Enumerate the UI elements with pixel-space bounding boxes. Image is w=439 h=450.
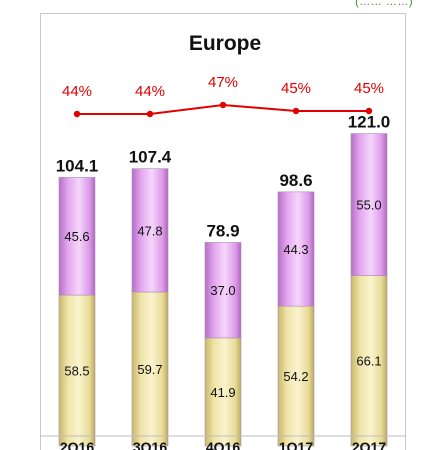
x-tick-label: 3Q16 (133, 439, 167, 450)
segment-value-label: 66.1 (356, 354, 381, 369)
ratio-label: 44% (62, 83, 92, 100)
labels-layer: 58.5 45.6 104.1 59.7 47.8 107.4 41.9 37.0 78.9 54… (56, 113, 391, 400)
bar-segment (277, 305, 315, 447)
segment-value-label: 58.5 (64, 364, 89, 379)
total-value-label: 78.9 (206, 221, 239, 240)
bar-segment (131, 168, 169, 293)
bar-segment (204, 242, 242, 339)
ratio-point (73, 110, 81, 118)
bar-segment (58, 177, 96, 296)
x-axis-ticks: 2Q16 3Q16 4Q16 1Q17 2Q17 (60, 439, 386, 450)
ratio-point (146, 110, 154, 118)
ratio-label: 45% (281, 80, 311, 97)
ratio-line-layer: 44% 44% 47% 45% 45% (62, 74, 384, 118)
bars-layer (58, 133, 388, 447)
segment-value-label: 55.0 (356, 198, 381, 213)
total-value-label: 107.4 (129, 148, 172, 167)
bar-segment (131, 291, 169, 447)
total-value-label: 98.6 (279, 171, 312, 190)
bar-segment (58, 294, 96, 447)
clipped-legend-text: (…… ……) (355, 0, 413, 8)
ratio-label: 45% (354, 80, 384, 97)
segment-value-label: 47.8 (137, 223, 162, 238)
bar-segment (350, 133, 388, 276)
chart-title: Europe (189, 32, 261, 55)
x-tick-label: 4Q16 (206, 439, 240, 450)
ratio-point (219, 101, 227, 109)
x-tick-label: 2Q16 (60, 439, 94, 450)
ratio-point (365, 107, 373, 115)
segment-value-label: 41.9 (210, 385, 235, 400)
ratio-label: 47% (208, 74, 238, 91)
bar-segment (277, 191, 315, 307)
ratio-label: 44% (135, 83, 165, 100)
x-tick-label: 2Q17 (352, 439, 386, 450)
segment-value-label: 59.7 (137, 362, 162, 377)
x-tick-label: 1Q17 (279, 439, 313, 450)
ratio-point (292, 107, 300, 115)
bar-segment (350, 275, 388, 447)
segment-value-label: 37.0 (210, 283, 235, 298)
bar-segment (204, 337, 242, 447)
segment-value-label: 45.6 (64, 229, 89, 244)
total-value-label: 104.1 (56, 156, 99, 175)
segment-value-label: 44.3 (283, 242, 308, 257)
total-value-label: 121.0 (348, 113, 391, 132)
segment-value-label: 54.2 (283, 369, 308, 384)
